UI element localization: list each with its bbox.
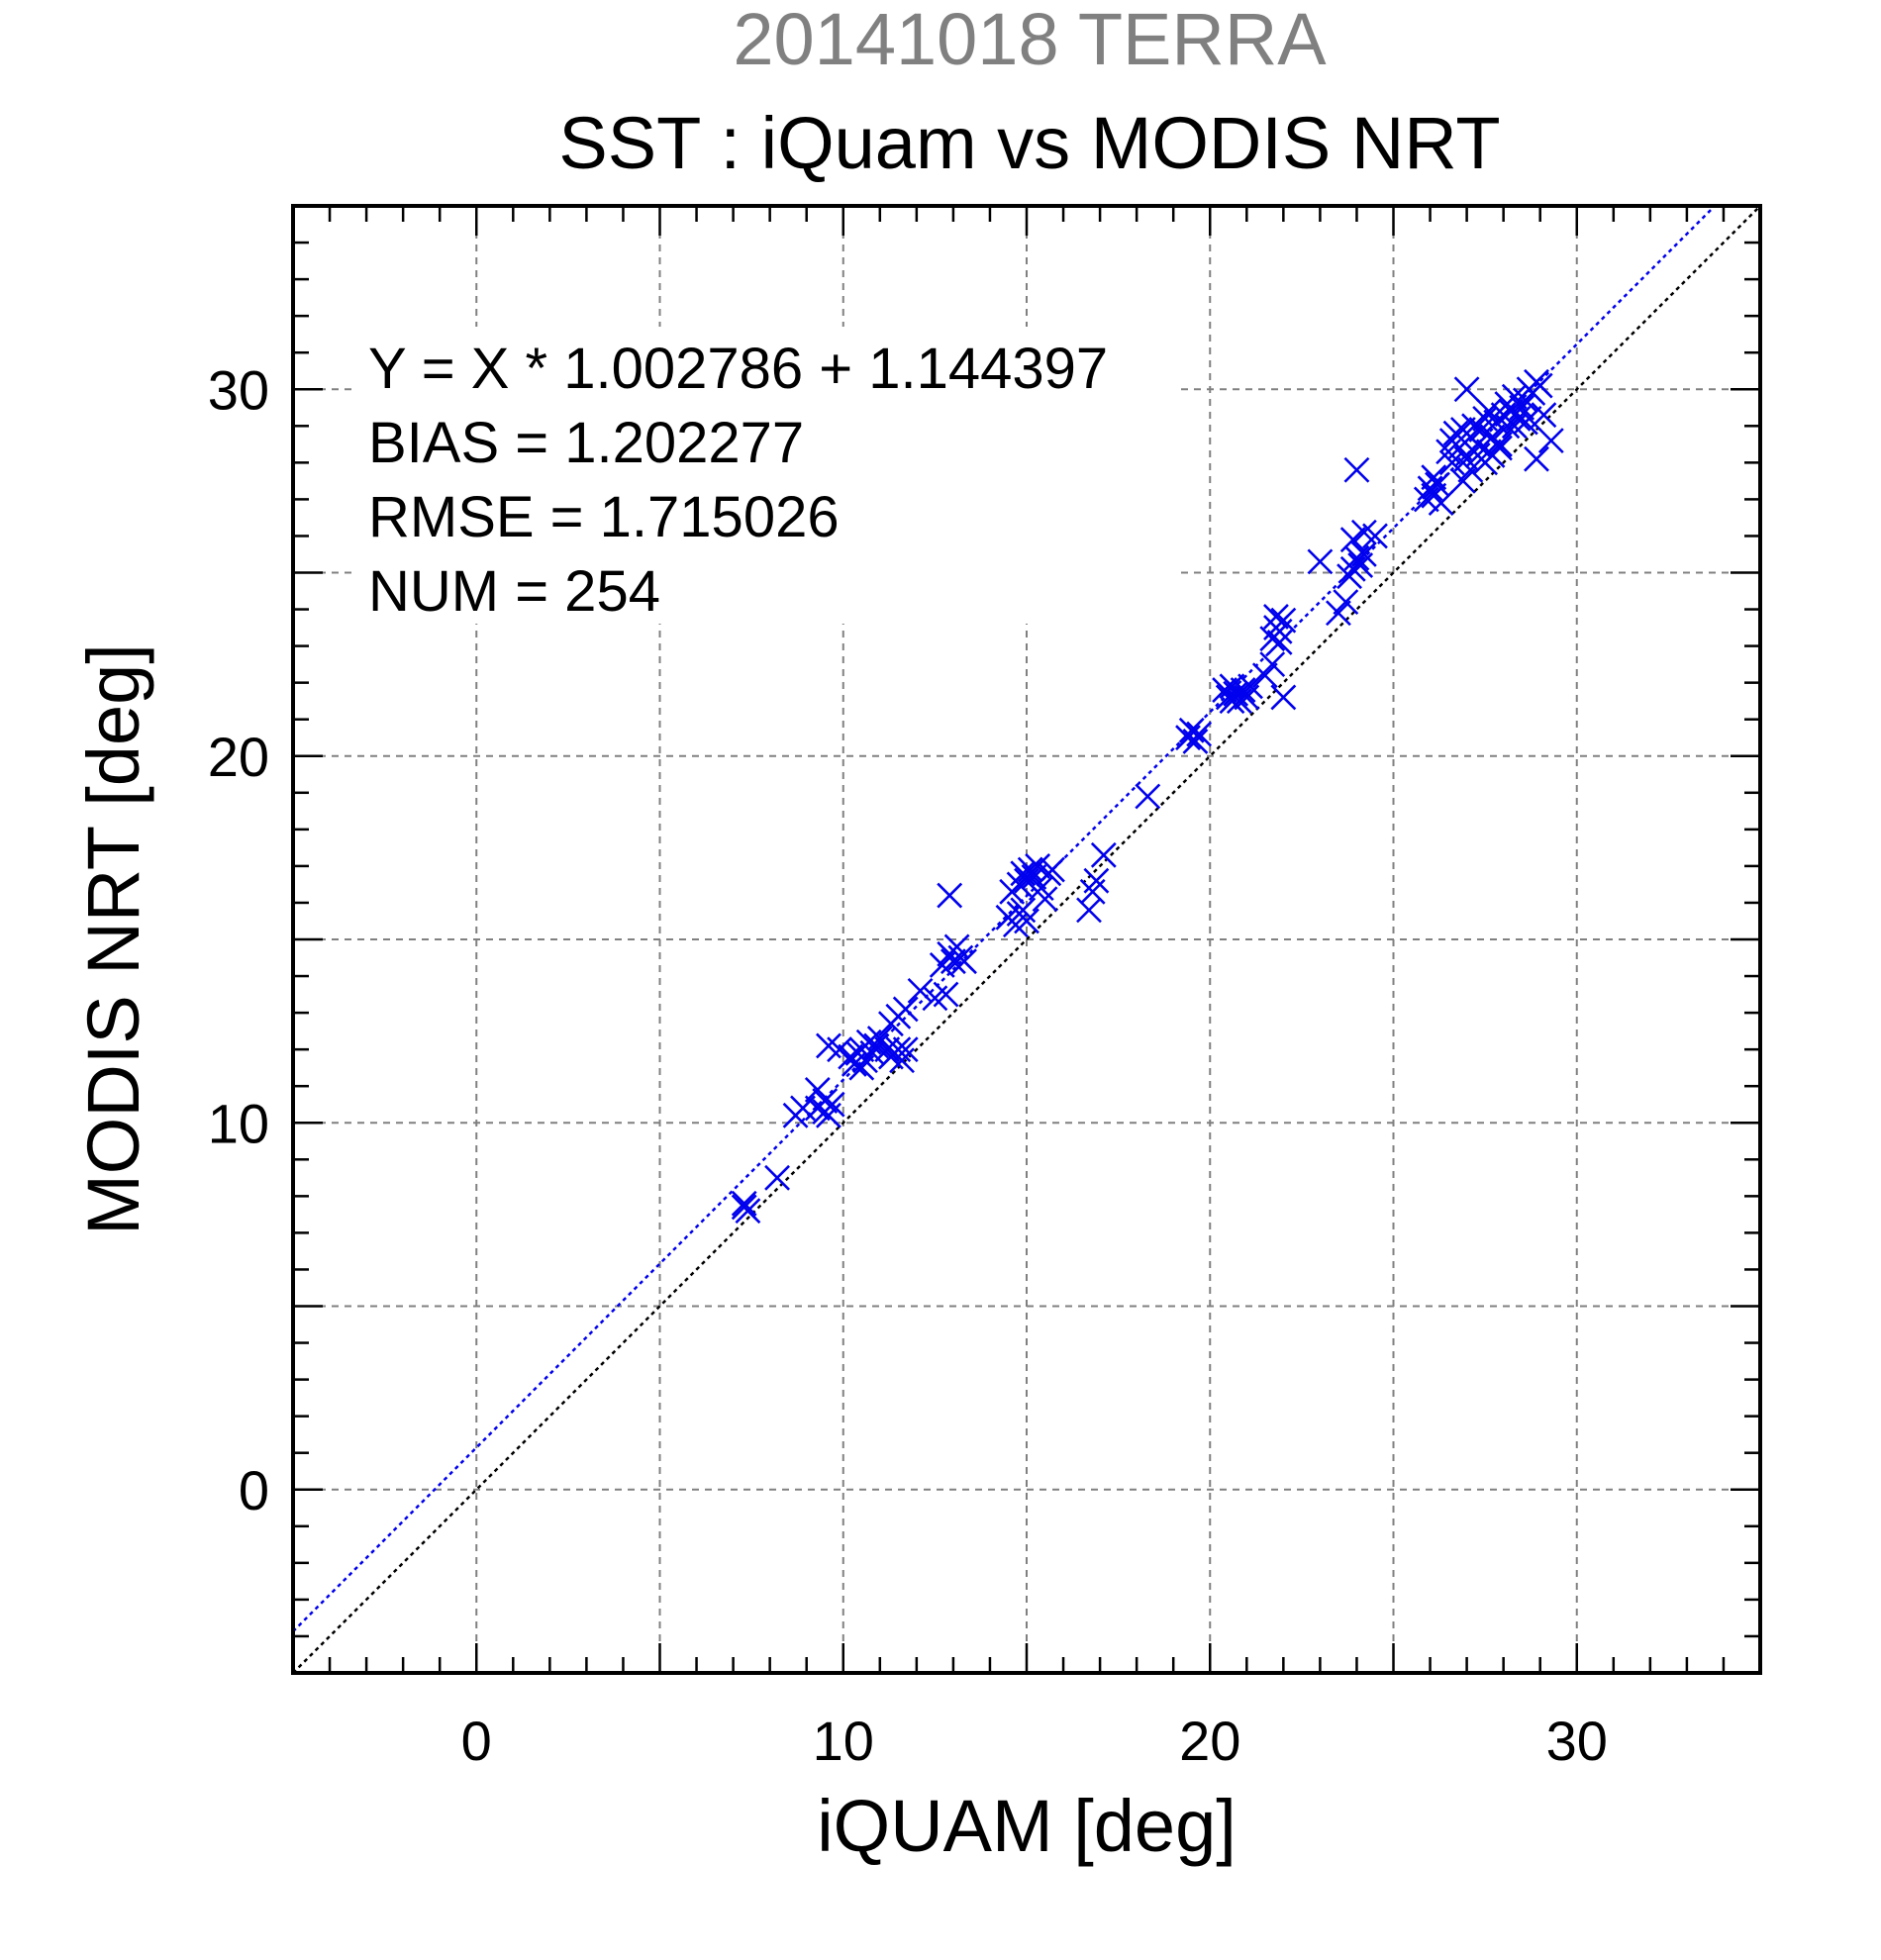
data-point [735,1198,761,1225]
data-point [1487,431,1513,457]
data-point [940,948,966,975]
data-point [933,981,959,1008]
data-point [1025,852,1051,879]
data-point [1464,431,1491,457]
fit-line [293,206,1717,1632]
data-point [937,882,963,909]
data-point [1524,445,1549,472]
data-point [1270,607,1297,634]
num-text: NUM = 254 [368,559,660,624]
data-point [1453,376,1480,403]
data-point [1475,398,1502,425]
data-point [812,1088,839,1114]
data-point [1438,449,1465,476]
chart-title: SST : iQuam vs MODIS NRT [558,102,1500,184]
data-point [907,977,934,1004]
bias-text: BIAS = 1.202277 [368,411,804,475]
data-point [892,1036,919,1063]
data-point [1266,629,1293,655]
data-point [764,1164,790,1191]
rmse-text: RMSE = 1.715026 [368,485,840,549]
data-point [1442,420,1469,446]
x-axis-label: iQUAM [deg] [817,1785,1237,1867]
data-point [1182,729,1209,754]
data-point [1259,651,1286,678]
data-point [1032,886,1058,913]
plot-frame [291,204,1762,1675]
stats-annotation: Y = X * 1.002786 + 1.144397 BIAS = 1.202… [354,327,1176,624]
data-point [1362,523,1388,549]
data-point [1421,464,1447,491]
y-tick-label: 20 [208,726,269,788]
data-point [1339,527,1366,553]
data-point [1219,688,1245,715]
data-point [1040,856,1065,883]
data-point [1090,841,1117,868]
data-point [1270,684,1297,711]
identity-line [293,206,1760,1673]
x-tick-label: 0 [461,1710,492,1772]
data-point [1509,394,1535,421]
data-point [1350,541,1377,567]
x-tick-label: 10 [813,1710,874,1772]
y-axis-label: MODIS NRT [deg] [72,643,154,1235]
tick-labels: 0 0 10 10 20 20 30 30 [208,358,1608,1772]
data-point [892,996,919,1023]
data-point [731,1190,757,1217]
data-point [1135,783,1161,810]
data-point [1531,402,1557,429]
data-point [1326,600,1351,627]
fit-equation-text: Y = X * 1.002786 + 1.144397 [368,337,1108,401]
data-point [848,1054,875,1081]
x-tick-label: 30 [1546,1710,1608,1772]
data-point [1186,721,1213,747]
stats-annotation-background [354,327,1176,624]
data-point [1479,442,1506,468]
data-point [1263,604,1289,630]
data-point [951,948,977,975]
data-point [1333,589,1359,616]
data-point [874,1036,901,1063]
data-point [1083,867,1110,894]
y-tick-label: 10 [208,1092,269,1154]
y-tick-label: 30 [208,358,269,421]
data-point [1014,908,1040,934]
reference-lines [293,206,1760,1673]
data-point [1449,467,1476,494]
data-point [1238,673,1263,700]
data-point [1428,490,1454,517]
data-point [819,1091,845,1118]
data-point [1537,428,1564,454]
y-tick-label: 0 [239,1459,269,1521]
data-point [1307,548,1334,575]
x-tick-label: 20 [1179,1710,1240,1772]
data-point [1251,662,1278,689]
data-point [1343,456,1370,483]
data-points [731,368,1564,1225]
data-point [1516,405,1542,432]
chart-date-title: 20141018 TERRA [733,0,1327,80]
data-point [1527,372,1553,399]
